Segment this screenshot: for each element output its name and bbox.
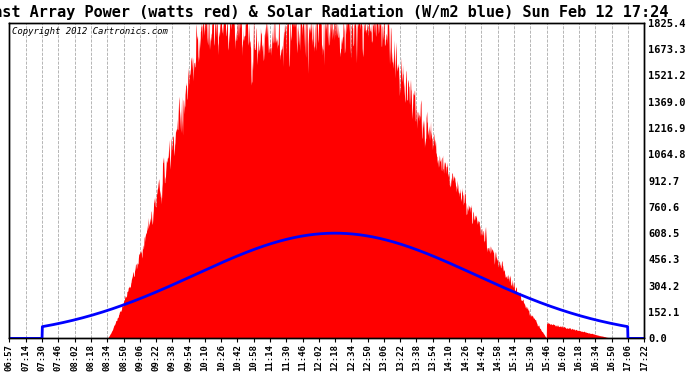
Title: East Array Power (watts red) & Solar Radiation (W/m2 blue) Sun Feb 12 17:24: East Array Power (watts red) & Solar Rad… — [0, 4, 669, 20]
Text: Copyright 2012 Cartronics.com: Copyright 2012 Cartronics.com — [12, 27, 168, 36]
